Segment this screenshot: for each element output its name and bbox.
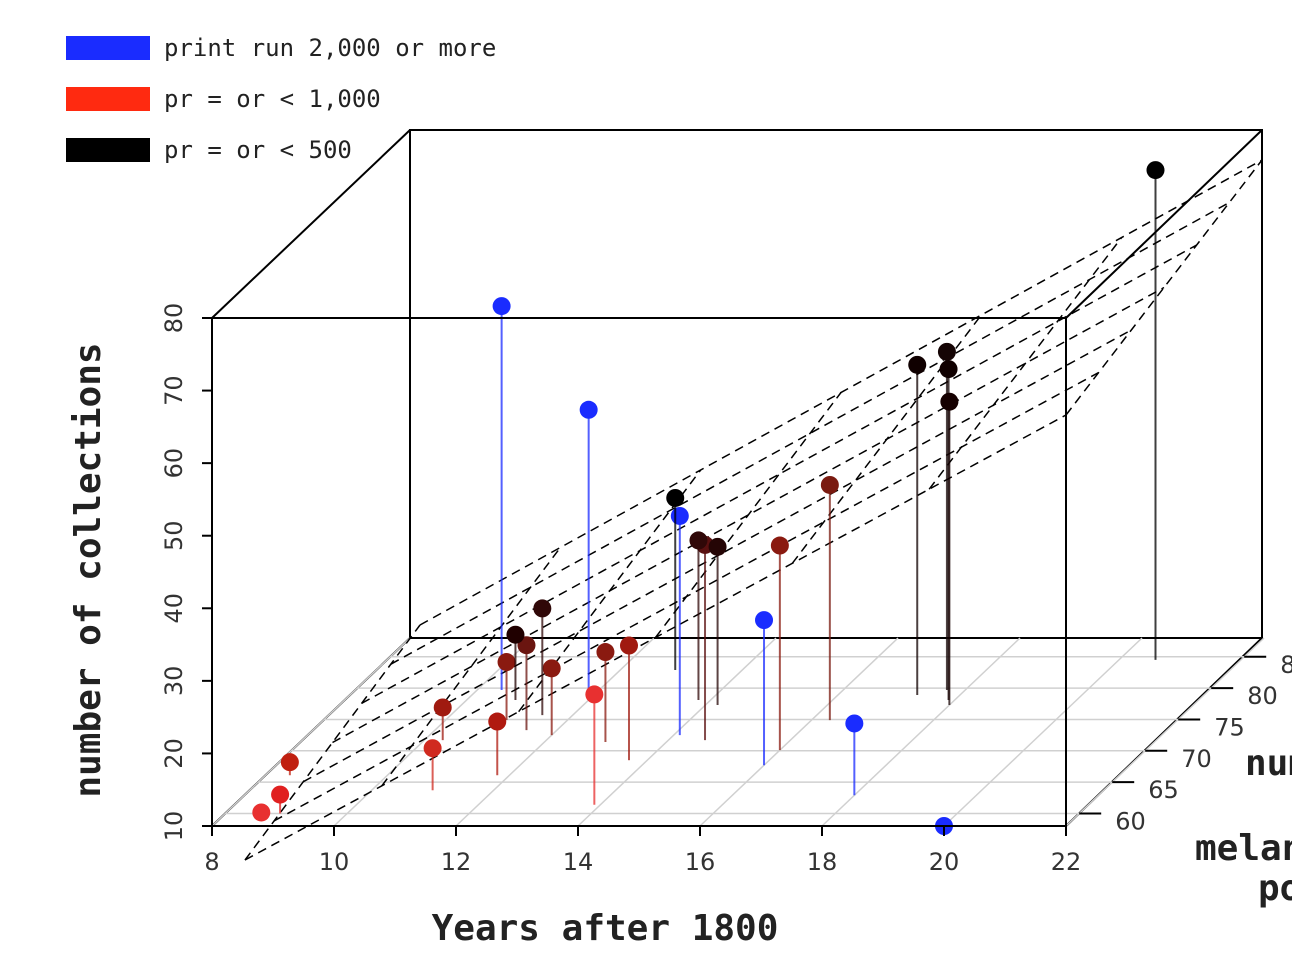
z-tick-label: 60 (1115, 807, 1146, 835)
z-axis-title: melancholy (1195, 828, 1292, 869)
point (488, 712, 507, 731)
legend-swatch (66, 87, 150, 111)
legend-label: print run 2,000 or more (164, 34, 496, 62)
point (579, 400, 598, 419)
point (666, 488, 685, 507)
grid-line (577, 637, 777, 827)
grid-line (699, 637, 899, 827)
grid-line (1065, 637, 1265, 827)
point (252, 803, 271, 822)
ticks: 8 10 12 14 16 18 20 221020304050607080606570758… (160, 303, 1292, 876)
grid-line (943, 637, 1143, 827)
plane-line (381, 547, 561, 787)
y-tick-label: 70 (160, 375, 188, 406)
point (845, 714, 864, 733)
box-edge (211, 129, 411, 319)
point (939, 360, 958, 379)
plane-line (928, 237, 1123, 490)
point (280, 753, 299, 772)
point (492, 297, 511, 316)
point (670, 506, 689, 525)
point (506, 625, 525, 644)
y-tick-label: 20 (160, 738, 188, 769)
point (423, 739, 442, 758)
point (689, 531, 708, 550)
plane-line (654, 392, 842, 638)
regression-plane (244, 159, 1263, 861)
grid-line (455, 637, 655, 827)
box (211, 129, 1263, 827)
back-face (409, 129, 1263, 639)
z-tick-label: 70 (1181, 745, 1212, 773)
x-tick-label: 18 (807, 848, 838, 876)
z-tick-label: 75 (1214, 713, 1245, 741)
point (755, 611, 774, 630)
x-tick-label: 14 (563, 848, 594, 876)
point (433, 698, 452, 717)
x-tick-label: 10 (319, 848, 350, 876)
point (533, 599, 552, 618)
point (708, 537, 727, 556)
y-axis-title: number of collections (68, 342, 109, 797)
point (271, 785, 290, 804)
plane-line (1065, 159, 1263, 416)
legend: print run 2,000 or more pr = or < 1,000 pr… (66, 34, 496, 164)
z-tick-label: 65 (1148, 776, 1179, 804)
point (620, 636, 638, 655)
y-tick-label: 60 (160, 448, 188, 479)
point (585, 685, 604, 704)
point (596, 643, 615, 662)
x-tick-label: 16 (685, 848, 716, 876)
x-tick-label: 20 (929, 848, 960, 876)
x-tick-label: 12 (441, 848, 472, 876)
point (542, 659, 561, 678)
front-face (211, 317, 1067, 827)
plane-line (390, 201, 1230, 665)
point (908, 355, 927, 374)
floor-grid (211, 637, 1265, 827)
z-axis-title: poems (1258, 868, 1292, 909)
point (820, 475, 839, 494)
plane-line (419, 159, 1263, 626)
point (770, 536, 789, 555)
box-edge (1065, 129, 1263, 319)
x-tick-label: 22 (1051, 848, 1082, 876)
z-axis-title: number of (1245, 743, 1292, 784)
points (252, 161, 1165, 835)
y-tick-label: 40 (160, 593, 188, 624)
legend-label: pr = or < 1,000 (164, 85, 381, 113)
legend-swatch (66, 36, 150, 60)
point (937, 342, 956, 361)
point (497, 653, 516, 672)
point (940, 392, 959, 411)
grid-line (211, 637, 411, 827)
legend-label: pr = or < 500 (164, 136, 352, 164)
legend-swatch (66, 138, 150, 162)
point (1146, 161, 1165, 180)
x-axis-title: Years after 1800 (432, 908, 779, 949)
x-tick-label: 8 (204, 848, 219, 876)
y-tick-label: 10 (160, 811, 188, 842)
y-tick-label: 30 (160, 666, 188, 697)
z-tick-label: 80 (1247, 682, 1278, 710)
z-tick-label: 85 (1280, 651, 1292, 679)
y-tick-label: 50 (160, 520, 188, 551)
y-tick-label: 80 (160, 303, 188, 334)
